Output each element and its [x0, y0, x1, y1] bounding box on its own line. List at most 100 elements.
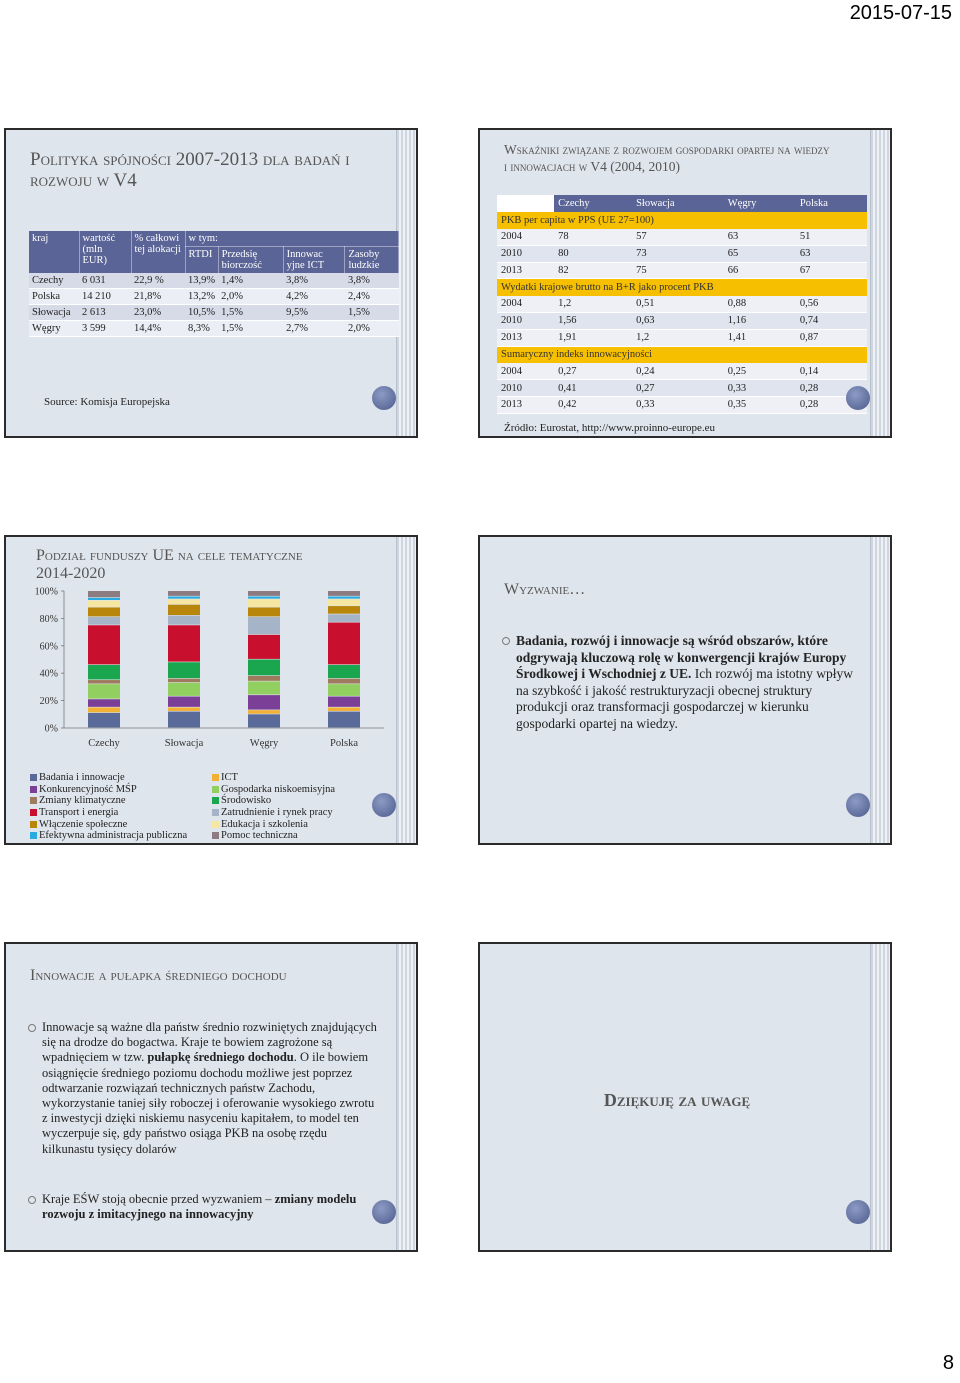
bar-segment — [328, 678, 360, 684]
section-label: Sumaryczny indeks innowacyjności — [497, 346, 867, 363]
bar-segment — [168, 615, 200, 625]
table-cell: 2004 — [497, 295, 555, 314]
bar-segment — [168, 707, 200, 711]
slide-dot-icon — [846, 793, 870, 817]
legend-swatch — [30, 809, 37, 817]
table-row: 2010 0,41 0,27 0,33 0,28 — [497, 379, 867, 398]
bar-segment — [168, 625, 200, 662]
col-innowacyjne-ict: Innowac yjne ICT — [283, 246, 346, 273]
table-cell: 9,5% — [283, 304, 345, 321]
bar-segment — [168, 711, 200, 728]
y-tick-label: 0% — [45, 724, 58, 735]
table-cell: 0,63 — [632, 312, 724, 330]
table-cell: 2 613 — [79, 304, 131, 321]
table-cell: 2010 — [497, 312, 555, 330]
bullet-bold-text: zmiany modelu rozwoju z imitacyjnego na … — [42, 1192, 357, 1222]
bullet-bold-text: pułapkę średniego dochodu — [147, 1050, 294, 1065]
col-wartosc: wartość (mln EUR) — [79, 231, 132, 273]
bar-segment — [88, 597, 120, 600]
table-cell: 63 — [795, 245, 867, 263]
slide-title: Wskaźniki związane z rozwojem gospodarki… — [504, 142, 830, 174]
bar-segment — [248, 695, 280, 710]
legend-item: Konkurencyjność MŚP — [30, 784, 212, 796]
legend-label: Transport i energia — [39, 807, 119, 819]
bar-segment — [88, 680, 120, 684]
legend-swatch — [212, 785, 219, 793]
legend-swatch — [30, 832, 37, 840]
table-cell: 0,33 — [632, 396, 724, 414]
table-cell: 0,24 — [632, 362, 724, 381]
legend-item: Efektywna administracja publiczna — [30, 830, 212, 842]
bar-segment — [248, 634, 280, 659]
x-tick-label: Czechy — [88, 738, 120, 749]
legend-swatch — [212, 774, 219, 782]
legend-swatch — [30, 820, 37, 828]
table-cell: 1,2 — [632, 329, 724, 347]
slide-challenge: Wyzwanie… Badania, rozwój i innowacje są… — [478, 535, 892, 845]
table-cell: 2013 — [497, 262, 555, 280]
bar-segment — [248, 659, 280, 676]
table-cell: 1,56 — [554, 312, 633, 330]
stacked-bar-chart: 0% 20% 40% 60% 80% 100% Czechy Słowacja Węgry Pol… — [35, 587, 384, 749]
table-row: 2010 80 73 65 63 — [497, 245, 867, 263]
table-cell: 0,51 — [632, 295, 724, 314]
column-header: Czechy — [554, 195, 633, 212]
table-cell: 66 — [723, 262, 796, 280]
slide-title: Podział funduszy UE na cele tematyczne 2… — [36, 547, 303, 582]
legend-item: Środowisko — [212, 795, 402, 807]
legend-label: Badania i innowacje — [39, 772, 125, 784]
bar-segment — [328, 684, 360, 696]
bullet-circle-icon — [28, 1024, 36, 1032]
table-row: 2004 1,2 0,51 0,88 0,56 — [497, 295, 867, 314]
table-cell: 0,88 — [723, 295, 796, 314]
bullet-circle-icon — [502, 637, 510, 645]
table-cell: 6 031 — [79, 273, 131, 289]
bar-segment — [248, 591, 280, 596]
bar-segment — [248, 599, 280, 607]
table-cell: 1,5% — [218, 320, 284, 337]
table-cell: 2,7% — [283, 320, 345, 337]
y-tick-label: 100% — [35, 587, 58, 598]
table-cell: 1,5% — [344, 304, 399, 321]
slide-side-stripe — [396, 944, 416, 1250]
slide-title: Polityka spójności 2007-2013 dla badań i… — [30, 149, 350, 191]
bar-segment — [328, 614, 360, 622]
table-cell: 0,25 — [723, 362, 796, 381]
table-cell: Węgry — [29, 320, 79, 337]
bar-segment — [168, 596, 200, 599]
bar-segment — [248, 681, 280, 695]
table-cell: 23,0% — [131, 304, 185, 321]
table-cell: 0,56 — [795, 295, 867, 314]
y-tick-label: 40% — [40, 669, 58, 680]
table-row: Węgry 3 599 14,4% 8,3% 1,5% 2,7% 2,0% — [29, 320, 399, 337]
legend-swatch — [212, 820, 219, 828]
table-cell: 4,2% — [283, 288, 345, 305]
table-cell: 1,41 — [723, 329, 796, 347]
table-cell: 3,8% — [344, 273, 399, 289]
legend-label: ICT — [221, 772, 238, 784]
x-tick-label: Polska — [330, 738, 358, 749]
table-row: 2013 82 75 66 67 — [497, 262, 867, 280]
bar-segment — [248, 675, 280, 681]
table-cell: 80 — [554, 245, 633, 263]
legend-swatch — [212, 832, 219, 840]
bar-segment — [248, 596, 280, 599]
bar-segment — [168, 682, 200, 696]
table-cell: 14,4% — [131, 320, 185, 337]
table-cell: 3 599 — [79, 320, 131, 337]
table-row: Czechy 6 031 22,9 % 13,9% 1,4% 3,8% 3,8% — [29, 273, 399, 289]
table-cell: 0,74 — [795, 312, 867, 330]
bullet-item: Innowacje są ważne dla państw średnio ro… — [28, 1020, 382, 1157]
section-row: Wydatki krajowe brutto na B+R jako proce… — [497, 278, 867, 296]
slide-dot-icon — [846, 386, 870, 410]
section-row: Sumaryczny indeks innowacyjności — [497, 346, 867, 363]
legend-item: Gospodarka niskoemisyjna — [212, 784, 402, 796]
section-label: PKB per capita w PPS (UE 27=100) — [497, 211, 867, 229]
bar-segment — [168, 696, 200, 707]
table-cell: 2004 — [497, 228, 555, 246]
slide-thanks: Dziękuję za uwagę — [478, 942, 892, 1252]
y-tick-label: 80% — [40, 614, 58, 625]
table-cell: 2013 — [497, 329, 555, 347]
bullet-circle-icon — [28, 1196, 36, 1204]
section-label: Wydatki krajowe brutto na B+R jako proce… — [497, 278, 867, 296]
